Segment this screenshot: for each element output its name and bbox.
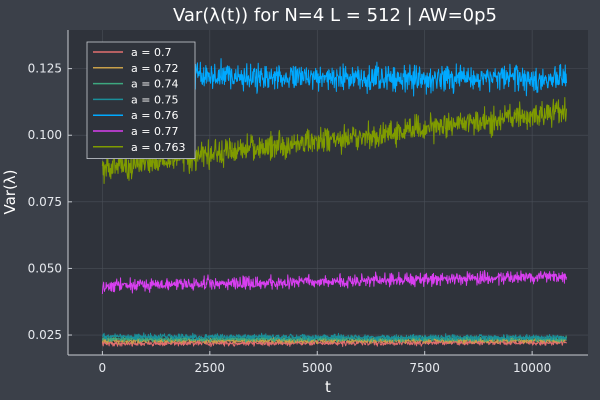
series-line [101,338,567,348]
y-tick-label: 0.075 [28,195,62,209]
legend-label: a = 0.72 [131,62,178,75]
y-tick-label: 0.125 [28,62,62,76]
x-tick-label: 5000 [302,361,333,375]
y-tick-label: 0.100 [28,128,62,142]
x-tick-label: 10000 [513,361,551,375]
x-axis-title: t [325,378,331,396]
legend-label: a = 0.75 [131,93,178,106]
x-tick-label: 2500 [195,361,226,375]
y-axis-title: Var(λ) [1,169,19,214]
tick-labels: 0 2500 5000 7500 10000 0.025 0.050 0.075 0.100 0.… [28,62,552,375]
x-tick-label: 0 [99,361,107,375]
x-tick-label: 7500 [409,361,440,375]
legend-label: a = 0.7 [131,46,171,59]
legend: a = 0.7 a = 0.72 a = 0.74 a = 0.75 a = 0.76 a… [86,41,196,159]
legend-label: a = 0.74 [131,78,178,91]
series-line [101,269,568,294]
chart-title: Var(λ(t)) for N=4 L = 512 | AW=0p5 [173,5,497,26]
y-tick-label: 0.050 [28,261,62,275]
legend-label: a = 0.76 [131,109,178,122]
axes [67,30,588,356]
series-line [101,332,567,342]
legend-label: a = 0.77 [131,125,178,138]
legend-box [86,41,196,159]
legend-label: a = 0.763 [131,141,185,154]
y-tick-label: 0.025 [28,328,62,342]
